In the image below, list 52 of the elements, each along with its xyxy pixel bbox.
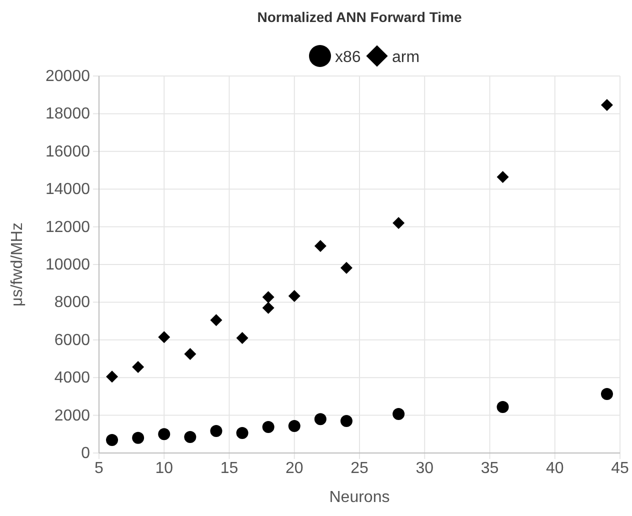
x-axis-title: Neurons — [329, 489, 390, 506]
y-tick-label: 14000 — [46, 181, 90, 198]
point — [600, 99, 613, 112]
point — [158, 428, 170, 440]
y-tick-label: 12000 — [46, 218, 90, 236]
point — [392, 408, 405, 420]
point — [184, 348, 196, 360]
point — [340, 414, 352, 427]
point — [106, 434, 118, 446]
y-tick-label: 10000 — [46, 256, 90, 274]
x-tick-label: 5 — [94, 460, 104, 477]
x-tick-label: 15 — [220, 460, 238, 477]
point — [158, 331, 170, 344]
x-tick-label: 40 — [546, 460, 564, 477]
y-tick-label: 16000 — [46, 143, 90, 160]
point — [106, 370, 118, 383]
legend-label: arm — [392, 49, 420, 66]
y-tick-label: 0 — [81, 445, 90, 462]
chart-title: Normalized ANN Forward Time — [257, 9, 462, 25]
point — [210, 424, 222, 437]
point — [288, 420, 300, 432]
y-tick-label: 8000 — [54, 294, 90, 312]
x-tick-label: 25 — [350, 460, 368, 477]
point — [236, 427, 248, 440]
legend-label: x86 — [335, 49, 361, 66]
point — [262, 291, 274, 304]
x-tick-label: 45 — [611, 460, 629, 477]
y-axis-title: μs/fwd/MHz — [9, 222, 26, 306]
x-tick-label: 30 — [416, 460, 434, 477]
point — [236, 332, 248, 344]
y-tick-label: 2000 — [54, 407, 90, 424]
point — [496, 171, 509, 184]
point — [132, 361, 144, 374]
point — [262, 420, 274, 433]
point — [314, 413, 326, 426]
point — [132, 432, 144, 444]
y-tick-label: 6000 — [54, 332, 90, 349]
y-tick-label: 20000 — [46, 68, 90, 85]
x-tick-label: 20 — [285, 460, 304, 477]
point — [600, 388, 613, 400]
x-tick-label: 10 — [155, 460, 174, 477]
point — [288, 290, 300, 302]
point — [392, 217, 405, 230]
point — [262, 302, 274, 314]
y-tick-label: 4000 — [54, 370, 90, 387]
point — [314, 240, 326, 252]
y-tick-label: 18000 — [46, 106, 90, 123]
point — [210, 314, 222, 326]
x-tick-label: 35 — [480, 460, 499, 477]
point — [496, 401, 509, 414]
point — [340, 262, 352, 274]
point — [184, 430, 196, 443]
